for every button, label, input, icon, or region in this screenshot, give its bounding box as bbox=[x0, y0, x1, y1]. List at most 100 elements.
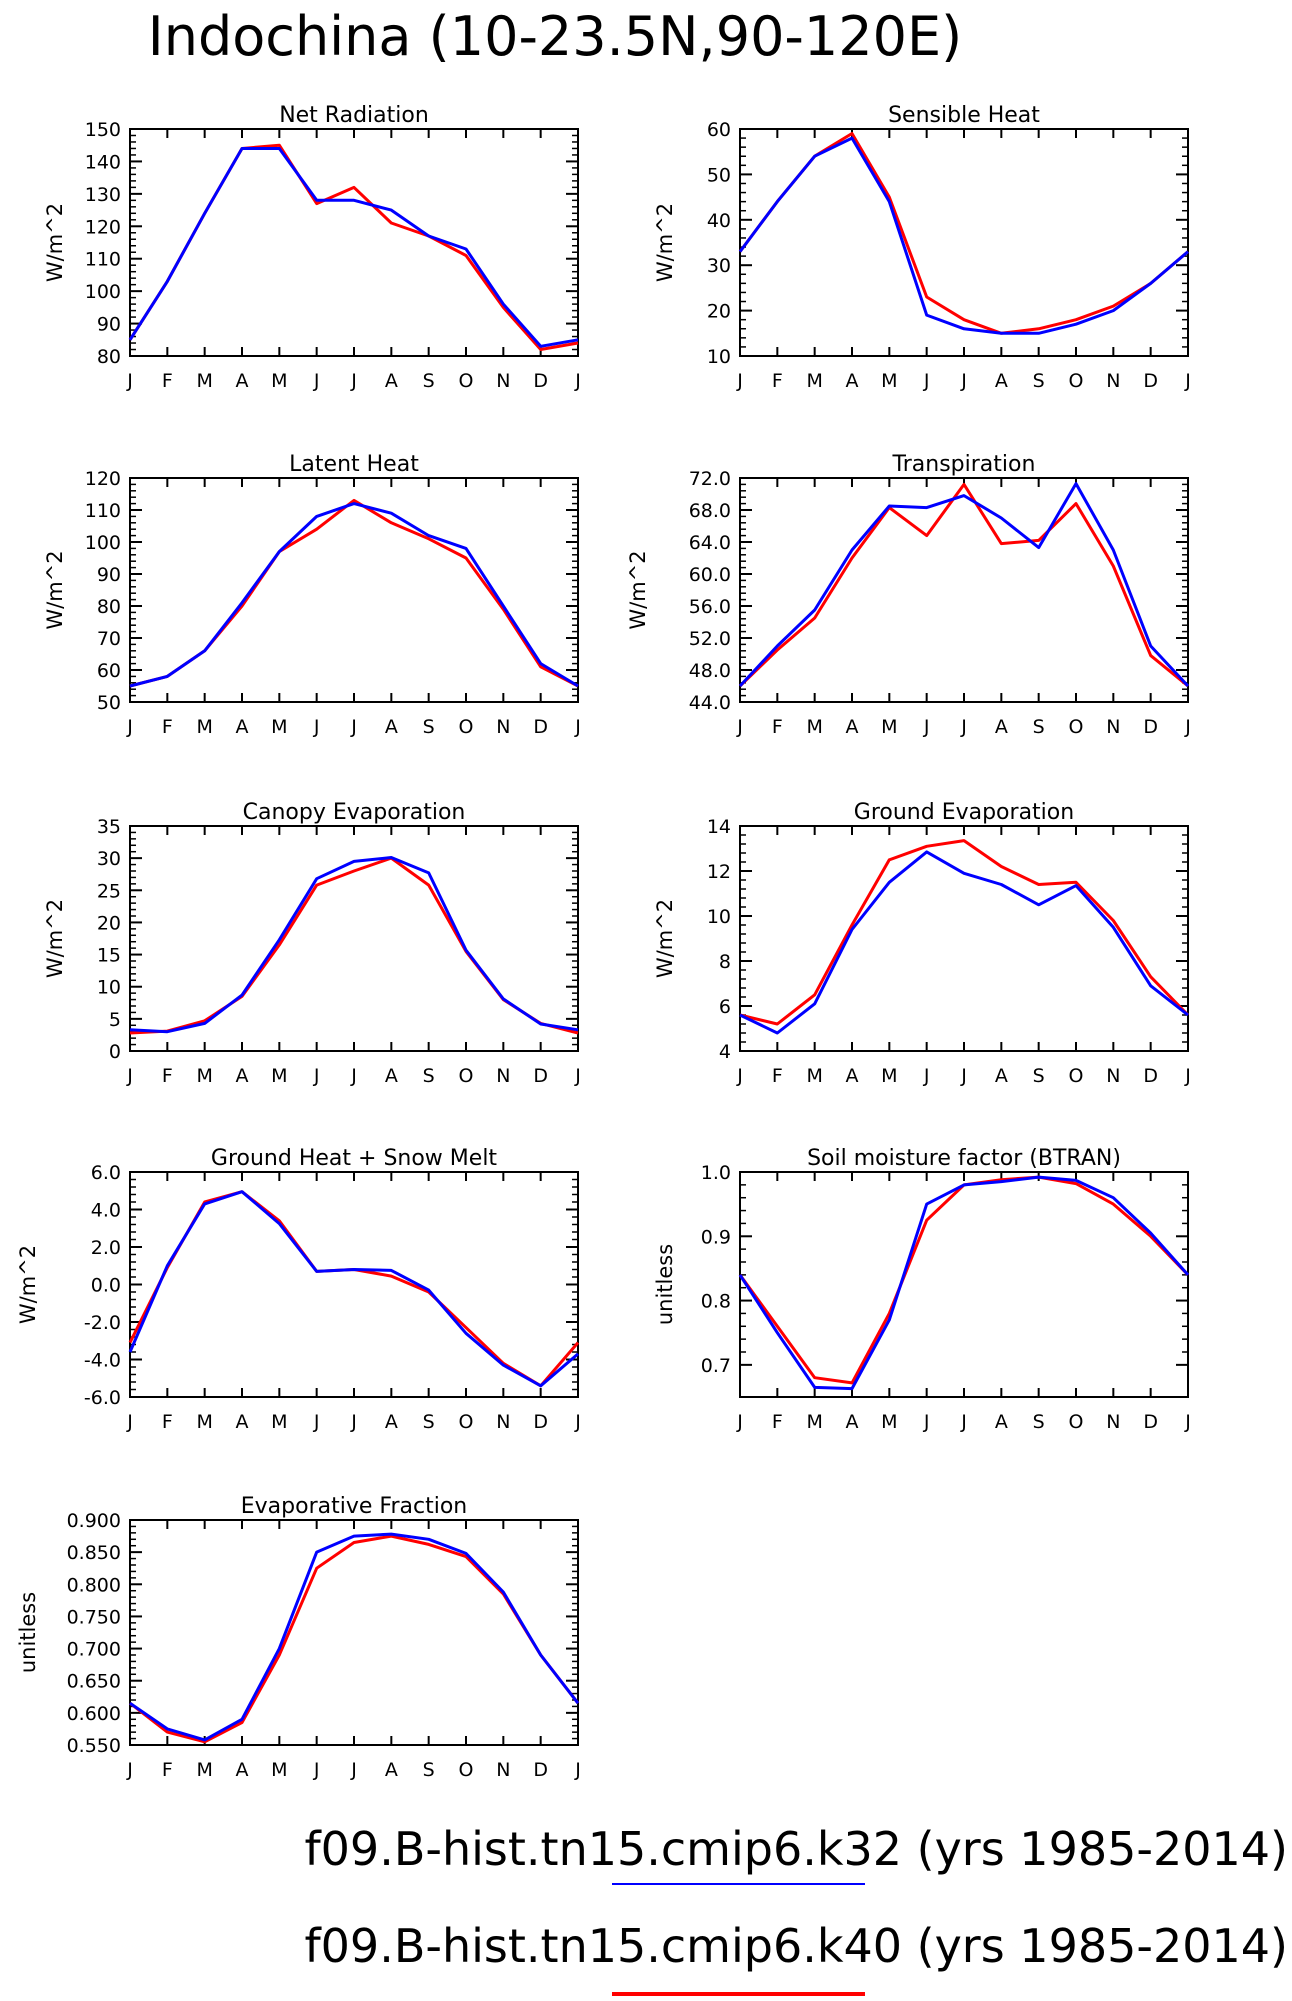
series-line-k32 bbox=[738, 482, 1190, 688]
x-tick-label: D bbox=[533, 1759, 548, 1781]
x-tick-label: J bbox=[126, 1411, 133, 1433]
y-tick-label: 130 bbox=[85, 184, 121, 206]
x-tick-label: J bbox=[313, 1065, 320, 1087]
x-tick-label: N bbox=[1106, 1411, 1120, 1433]
x-tick-label: M bbox=[196, 1411, 212, 1433]
x-tick-label: M bbox=[196, 370, 212, 392]
series-line-k32 bbox=[129, 1532, 580, 1742]
y-tick-label: 56.0 bbox=[689, 596, 731, 618]
x-tick-label: M bbox=[271, 370, 287, 392]
x-tick-label: O bbox=[459, 1065, 474, 1087]
x-tick-label: M bbox=[881, 370, 897, 392]
y-tick-label: 0.8 bbox=[701, 1291, 731, 1313]
x-tick-label: O bbox=[1069, 370, 1084, 392]
y-axis-label: W/m^2 bbox=[16, 1245, 40, 1324]
x-tick-label: J bbox=[350, 1411, 357, 1433]
y-tick-label: 68.0 bbox=[689, 500, 731, 522]
y-tick-label: 80 bbox=[97, 346, 121, 368]
x-tick-label: A bbox=[236, 1065, 249, 1087]
series-line-k40 bbox=[739, 839, 1190, 1026]
x-tick-label: J bbox=[923, 370, 930, 392]
x-tick-label: A bbox=[846, 1065, 859, 1087]
y-tick-label: 110 bbox=[85, 249, 121, 271]
y-tick-label: 48.0 bbox=[689, 660, 731, 682]
x-tick-label: F bbox=[772, 1411, 783, 1433]
x-tick-label: M bbox=[271, 1411, 287, 1433]
x-tick-label: A bbox=[995, 716, 1008, 738]
y-tick-label: 10 bbox=[707, 346, 731, 368]
y-tick-label: 12 bbox=[707, 861, 731, 883]
y-tick-label: 40 bbox=[707, 210, 731, 232]
y-tick-label: 4 bbox=[719, 1041, 731, 1063]
x-tick-label: S bbox=[1033, 716, 1045, 738]
x-tick-label: S bbox=[423, 370, 435, 392]
x-tick-label: A bbox=[385, 1411, 398, 1433]
series-line-k40 bbox=[129, 1534, 580, 1744]
y-tick-label: 1.0 bbox=[701, 1162, 731, 1184]
y-tick-label: -6.0 bbox=[84, 1387, 121, 1409]
y-tick-label: 0.750 bbox=[67, 1606, 121, 1628]
y-tick-label: -4.0 bbox=[84, 1350, 121, 1372]
y-tick-label: 0.800 bbox=[67, 1574, 121, 1596]
y-tick-label: 140 bbox=[85, 151, 121, 173]
x-tick-label: M bbox=[806, 1411, 822, 1433]
panel-title: Evaporative Fraction bbox=[241, 1494, 467, 1519]
y-tick-label: 120 bbox=[85, 216, 121, 238]
x-tick-label: J bbox=[1184, 716, 1191, 738]
x-tick-label: D bbox=[1143, 1411, 1158, 1433]
series-line-k40 bbox=[129, 856, 579, 1035]
x-tick-label: N bbox=[496, 1759, 510, 1781]
y-axis-label: W/m^2 bbox=[43, 550, 67, 629]
y-tick-label: 10 bbox=[97, 977, 121, 999]
x-tick-label: J bbox=[313, 1411, 320, 1433]
x-tick-label: D bbox=[533, 1065, 548, 1087]
y-tick-label: 30 bbox=[97, 848, 121, 870]
x-tick-label: N bbox=[496, 1411, 510, 1433]
series-line-k32 bbox=[129, 856, 579, 1034]
series-line-k32 bbox=[739, 850, 1189, 1035]
x-tick-label: J bbox=[313, 370, 320, 392]
x-tick-label: A bbox=[846, 716, 859, 738]
series-line-k40 bbox=[738, 1175, 1190, 1385]
y-tick-label: 90 bbox=[97, 314, 121, 336]
x-tick-label: A bbox=[995, 370, 1008, 392]
x-tick-label: M bbox=[196, 716, 212, 738]
x-tick-label: O bbox=[1069, 1411, 1084, 1433]
y-tick-label: 0.9 bbox=[701, 1226, 731, 1248]
x-tick-label: J bbox=[960, 716, 967, 738]
x-tick-label: S bbox=[423, 716, 435, 738]
x-tick-label: J bbox=[350, 716, 357, 738]
x-tick-label: J bbox=[923, 1411, 930, 1433]
x-tick-label: M bbox=[196, 1065, 212, 1087]
x-tick-label: A bbox=[236, 716, 249, 738]
x-tick-label: J bbox=[1184, 370, 1191, 392]
y-tick-label: 6.0 bbox=[91, 1162, 121, 1184]
y-tick-label: 8 bbox=[719, 951, 731, 973]
series-line-k32 bbox=[128, 147, 579, 348]
x-tick-label: F bbox=[772, 716, 783, 738]
legend: f09.B-hist.tn15.cmip6.k32 (yrs 1985-2014… bbox=[304, 1822, 1288, 1996]
y-tick-label: 72.0 bbox=[689, 468, 731, 490]
y-tick-label: 5 bbox=[109, 1009, 121, 1031]
x-tick-label: J bbox=[126, 370, 133, 392]
x-tick-label: M bbox=[806, 1065, 822, 1087]
plot-frame bbox=[739, 477, 1189, 703]
y-tick-label: 52.0 bbox=[689, 628, 731, 650]
y-axis-label: unitless bbox=[653, 1244, 677, 1325]
x-tick-label: O bbox=[1069, 1065, 1084, 1087]
x-tick-label: N bbox=[1106, 716, 1120, 738]
y-axis-label: W/m^2 bbox=[43, 203, 67, 282]
y-axis-label: W/m^2 bbox=[653, 899, 677, 978]
x-tick-label: A bbox=[236, 1411, 249, 1433]
x-tick-label: D bbox=[533, 1411, 548, 1433]
x-tick-label: S bbox=[423, 1065, 435, 1087]
series-line-k40 bbox=[129, 498, 579, 688]
y-tick-label: 100 bbox=[85, 532, 121, 554]
x-tick-label: J bbox=[736, 716, 743, 738]
